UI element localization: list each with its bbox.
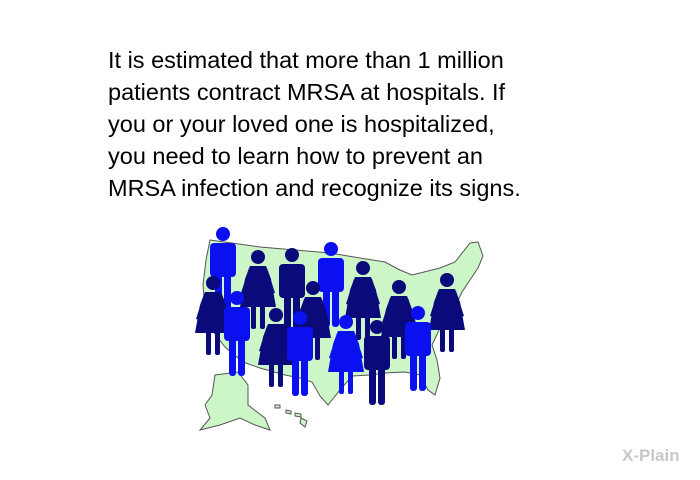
woman-figure-icon [240,250,276,329]
man-figure-icon [364,320,390,405]
text-line: patients contract MRSA at hospitals. If [108,79,506,105]
text-line: you or your loved one is hospitalized, [108,111,495,137]
man-figure-icon [405,306,431,391]
woman-figure-icon [345,261,381,340]
x-plain-logo: X-Plain [622,446,680,465]
text-line: MRSA infection and recognize its signs. [108,175,521,201]
woman-figure-icon [195,276,231,355]
woman-figure-icon [429,273,465,352]
man-figure-icon [224,291,250,376]
us-map-with-people-icon [195,227,484,431]
woman-figure-icon [258,308,294,387]
text-line: you need to learn how to prevent an [108,143,483,169]
slide-text: It is estimated that more than 1 million… [108,44,648,204]
woman-figure-icon [328,315,364,394]
text-line: It is estimated that more than 1 million [108,47,504,73]
man-figure-icon [287,311,313,396]
